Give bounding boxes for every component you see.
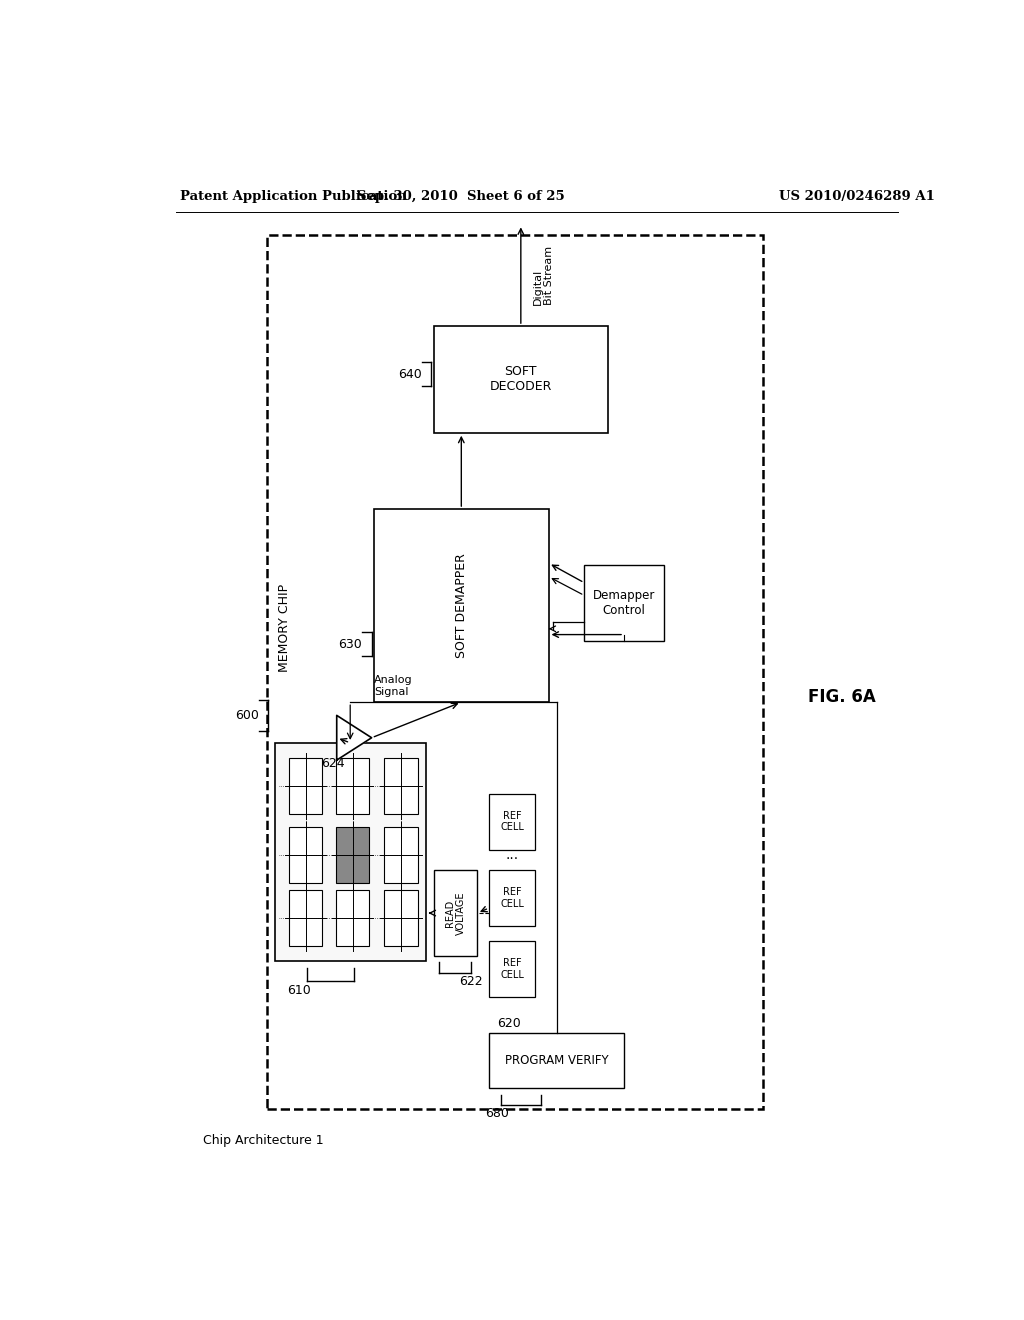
Bar (336, 758, 370, 814)
Bar (336, 890, 370, 946)
Text: PROGRAM VERIFY: PROGRAM VERIFY (505, 1053, 608, 1067)
Bar (489, 1032, 624, 1089)
Bar (274, 743, 426, 961)
Text: Chip Architecture 1: Chip Architecture 1 (204, 1134, 324, 1147)
Text: 624: 624 (321, 756, 344, 770)
Bar (489, 941, 536, 997)
Text: US 2010/0246289 A1: US 2010/0246289 A1 (778, 190, 935, 202)
Bar (374, 510, 549, 702)
Text: Demapper
Control: Demapper Control (593, 589, 655, 616)
Bar (384, 828, 418, 883)
Polygon shape (337, 715, 372, 760)
Bar (289, 758, 323, 814)
Text: 620: 620 (497, 1018, 521, 1030)
Text: SOFT
DECODER: SOFT DECODER (489, 366, 552, 393)
Text: 610: 610 (287, 983, 310, 997)
Text: 622: 622 (460, 974, 483, 987)
Bar (267, 235, 763, 1109)
Bar (289, 828, 323, 883)
Text: 630: 630 (338, 638, 362, 651)
Bar (489, 793, 536, 850)
Text: REF
CELL: REF CELL (500, 810, 524, 833)
Bar (289, 890, 323, 946)
Text: Analog
Signal: Analog Signal (374, 676, 413, 697)
Text: 600: 600 (236, 709, 259, 722)
Text: Digital
Bit Stream: Digital Bit Stream (532, 246, 554, 305)
Bar (433, 870, 477, 956)
Text: REF
CELL: REF CELL (500, 958, 524, 979)
Bar (384, 890, 418, 946)
Text: MEMORY CHIP: MEMORY CHIP (278, 583, 291, 672)
Text: 680: 680 (485, 1106, 509, 1119)
Text: REF
CELL: REF CELL (500, 887, 524, 908)
Text: Sep. 30, 2010  Sheet 6 of 25: Sep. 30, 2010 Sheet 6 of 25 (357, 190, 565, 202)
Text: 640: 640 (397, 368, 422, 380)
Bar (585, 565, 664, 642)
Text: SOFT DEMAPPER: SOFT DEMAPPER (455, 553, 468, 659)
Bar (489, 870, 536, 925)
Bar (433, 326, 608, 433)
Text: Patent Application Publication: Patent Application Publication (179, 190, 407, 202)
Text: ...: ... (506, 847, 519, 862)
Bar (384, 758, 418, 814)
Bar (336, 828, 370, 883)
Text: READ
VOLTAGE: READ VOLTAGE (444, 891, 466, 935)
Text: FIG. 6A: FIG. 6A (808, 688, 877, 706)
